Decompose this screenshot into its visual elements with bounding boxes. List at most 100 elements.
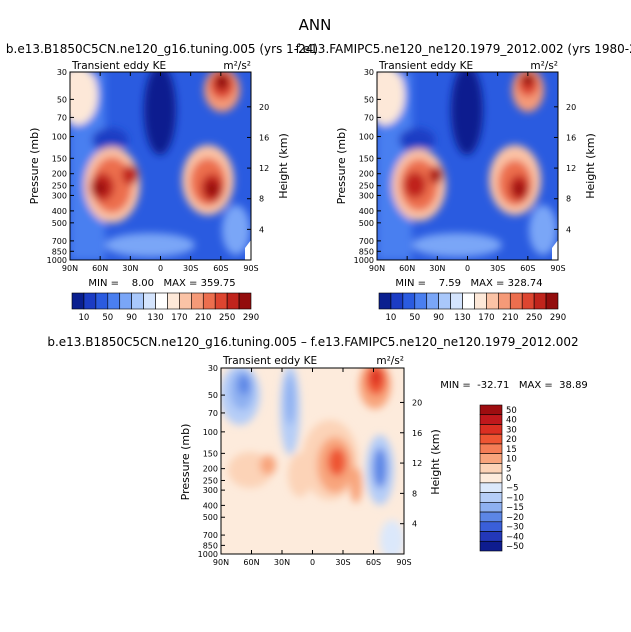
y-tick-label: 250 [203,476,218,485]
colorbar-swatch [450,292,463,310]
y-tick-label: 1000 [47,256,67,265]
panel-2-ylabel-right: Height (km) [584,133,597,199]
y-tick-label: 300 [52,191,67,200]
y-tick-label: 850 [359,247,374,256]
colorbar-label: 40 [506,416,517,426]
colorbar-swatch [167,292,180,310]
panel-2-colorbar: 10 50 90 130 170 210 250 290 [378,292,566,323]
x-tick-label: 30N [429,264,445,273]
colorbar-label: 90 [126,313,137,323]
x-tick-label: 90N [62,264,78,273]
panel-1-title: b.e13.B1850C5CN.ne120_g16.tuning.005 (yr… [6,42,318,56]
y2-tick-label: 16 [412,429,422,438]
y2-tick-label: 12 [259,164,269,173]
colorbar-label: 130 [454,313,470,323]
panel-1-subtitle-left: Transient eddy KE [71,60,166,72]
y-tick-label: 200 [203,465,218,474]
y-tick-label: 250 [359,182,374,191]
x-tick-label: 30N [122,264,138,273]
y-tick-label: 100 [203,428,218,437]
colorbar-label: 50 [102,313,113,323]
colorbar-label: 90 [433,313,444,323]
y-tick-label: 500 [203,513,218,522]
colorbar-swatch [479,453,503,464]
y2-tick-label: 20 [259,103,269,112]
y-tick-label: 400 [359,207,374,216]
x-tick-label: 0 [158,264,163,273]
colorbar-swatch [119,292,132,310]
panel-3-ylabel: Pressure (mb) [179,424,192,501]
y-tick-label: 700 [52,237,67,246]
y2-tick-label: 12 [412,459,422,468]
colorbar-label: −40 [506,532,524,542]
colorbar-label: 10 [506,455,517,465]
colorbar-swatch [191,292,204,310]
panel-3-y2-axis: 20 16 12 8 4 [400,398,422,529]
colorbar-swatch [214,292,228,310]
colorbar-swatch [390,292,404,310]
y-tick-label: 70 [57,113,67,122]
panel-2-title: f.e13.FAMIPC5.ne120_ne120.1979_2012.002 … [296,42,631,56]
y-tick-label: 150 [52,154,67,163]
colorbar-swatch [479,502,503,513]
colorbar-swatch [479,424,503,435]
colorbar-label: 170 [171,313,187,323]
y-tick-label: 50 [208,391,218,400]
colorbar-swatch [402,292,416,310]
y2-tick-label: 20 [412,398,422,407]
x-tick-label: 90S [550,264,565,273]
panel-2-subtitle-left: Transient eddy KE [378,60,473,72]
colorbar-label: 250 [219,313,235,323]
panel-2-stats: MIN = 7.59 MAX = 328.74 [395,278,542,289]
colorbar-swatch [533,292,547,310]
colorbar-swatch [486,292,499,310]
y-tick-label: 250 [52,182,67,191]
panel-3-title: b.e13.B1850C5CN.ne120_g16.tuning.005 – f… [47,335,578,349]
colorbar-label: −50 [506,542,524,552]
colorbar-swatch [509,292,523,310]
y-tick-label: 70 [364,113,374,122]
y-tick-label: 850 [203,541,218,550]
colorbar-label: −30 [506,523,524,533]
y2-tick-label: 4 [259,225,264,234]
colorbar-swatch [238,292,252,310]
y-tick-label: 150 [203,449,218,458]
colorbar-label: 290 [243,313,259,323]
y-tick-label: 70 [208,409,218,418]
colorbar-label: 20 [506,435,517,445]
colorbar-swatch [479,433,503,445]
colorbar-label: 0 [506,474,511,484]
y-tick-label: 300 [359,191,374,200]
y2-tick-label: 8 [566,195,571,204]
x-tick-label: 30S [335,558,350,567]
y-tick-label: 200 [52,170,67,179]
colorbar-label: 210 [502,313,518,323]
y2-tick-label: 16 [259,133,269,142]
y-tick-label: 1000 [198,550,218,559]
y2-tick-label: 8 [259,195,264,204]
x-tick-label: 60S [520,264,535,273]
x-tick-label: 60N [92,264,108,273]
x-tick-label: 90N [369,264,385,273]
colorbar-swatch [479,492,503,503]
panel-1-y2-axis: 20 16 12 8 4 [247,103,269,234]
x-tick-label: 60S [366,558,381,567]
colorbar-swatch [479,443,503,454]
colorbar-swatch [479,414,503,425]
colorbar-label: −5 [506,484,519,494]
x-tick-label: 30S [490,264,505,273]
y2-tick-label: 20 [566,103,576,112]
colorbar-swatch [83,292,97,310]
colorbar-label: 50 [409,313,420,323]
y-tick-label: 100 [52,133,67,142]
colorbar-label: 10 [79,313,90,323]
panel-1-colorbar: 10 50 90 130 170 210 250 290 [71,292,259,323]
panel-1-ylabel-right: Height (km) [277,133,290,199]
y2-tick-label: 16 [566,133,576,142]
colorbar-swatch [414,292,428,310]
panel-3-stats: MIN = -32.71 MAX = 38.89 [440,380,588,391]
y-tick-label: 30 [208,364,218,373]
